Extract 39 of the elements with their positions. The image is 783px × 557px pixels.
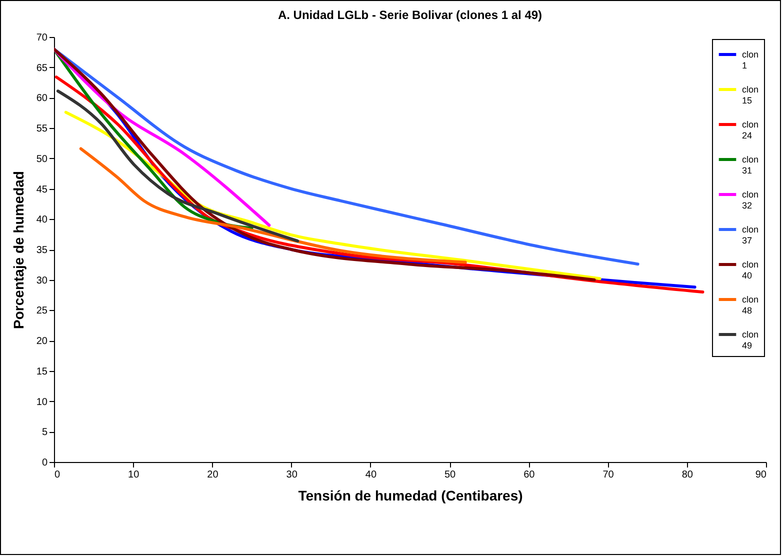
- legend-label: clon 1: [742, 50, 759, 70]
- y-tick-label: 70: [36, 32, 48, 44]
- x-tick-label: 70: [602, 470, 614, 480]
- legend-label: clon 24: [742, 120, 759, 140]
- x-tick-label: 50: [444, 470, 456, 480]
- x-tick-label: 80: [682, 470, 694, 480]
- legend-label: clon 49: [742, 330, 759, 350]
- y-tick-label: 5: [42, 427, 48, 438]
- y-tick-label: 35: [36, 245, 48, 256]
- line-series: [79, 147, 467, 264]
- y-tick-label: 50: [36, 154, 48, 165]
- x-tick-label: 20: [207, 470, 219, 480]
- x-tick-label: 30: [286, 470, 298, 480]
- x-tick-label: 90: [755, 470, 767, 480]
- x-tick-label: 10: [128, 470, 140, 480]
- x-axis-title: Tensión de humedad (Centibares): [298, 488, 523, 504]
- legend-label: clon 32: [742, 190, 759, 210]
- y-tick-label: 60: [36, 93, 48, 104]
- legend-label: clon 37: [742, 224, 759, 246]
- y-tick-label: 40: [36, 214, 48, 226]
- y-tick-label: 20: [36, 336, 48, 348]
- y-tick-label: 0: [42, 458, 48, 468]
- legend-label: clon 40: [742, 260, 759, 280]
- y-tick-label: 25: [36, 306, 48, 317]
- y-tick-label: 55: [36, 124, 48, 135]
- y-axis-title: Porcentaje de humedad: [10, 171, 26, 329]
- legend-label: clon 48: [742, 294, 759, 316]
- chart-title: A. Unidad LGLb - Serie Bolivar (clones 1 al 49): [278, 8, 542, 22]
- legend-label: clon 15: [742, 84, 759, 106]
- y-tick-label: 45: [36, 184, 48, 196]
- line-series: [56, 90, 300, 242]
- y-tick-label: 15: [36, 366, 48, 378]
- x-tick-label: 60: [524, 470, 536, 480]
- y-tick-label: 10: [36, 396, 48, 408]
- x-tick-label: 0: [54, 470, 60, 480]
- y-tick-label: 30: [36, 275, 48, 286]
- y-tick-label: 65: [36, 62, 48, 74]
- x-tick-label: 40: [365, 470, 377, 480]
- legend-label: clon 31: [742, 154, 759, 176]
